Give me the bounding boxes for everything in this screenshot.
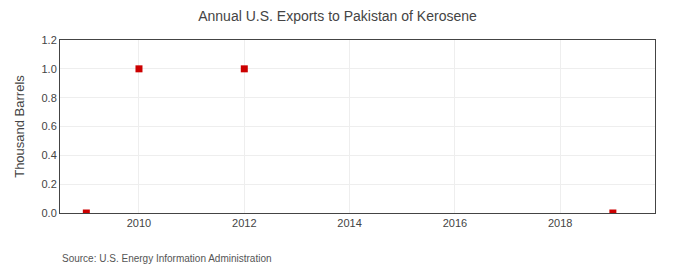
svg-text:2016: 2016 bbox=[443, 217, 467, 229]
svg-text:Annual U.S. Exports to Pakista: Annual U.S. Exports to Pakistan of Keros… bbox=[198, 8, 477, 24]
svg-text:Thousand Barrels: Thousand Barrels bbox=[12, 75, 27, 178]
svg-text:2018: 2018 bbox=[548, 217, 572, 229]
svg-text:2010: 2010 bbox=[127, 217, 151, 229]
svg-text:0.8: 0.8 bbox=[42, 92, 57, 104]
svg-text:Source: U.S. Energy Informatio: Source: U.S. Energy Information Administ… bbox=[62, 253, 272, 264]
svg-text:1.0: 1.0 bbox=[42, 63, 57, 75]
svg-text:0.6: 0.6 bbox=[42, 120, 57, 132]
svg-text:2014: 2014 bbox=[337, 217, 361, 229]
svg-text:0.2: 0.2 bbox=[42, 178, 57, 190]
svg-text:0.4: 0.4 bbox=[42, 149, 57, 161]
svg-text:2012: 2012 bbox=[232, 217, 256, 229]
svg-text:1.2: 1.2 bbox=[42, 34, 57, 46]
svg-text:0.0: 0.0 bbox=[42, 207, 57, 219]
